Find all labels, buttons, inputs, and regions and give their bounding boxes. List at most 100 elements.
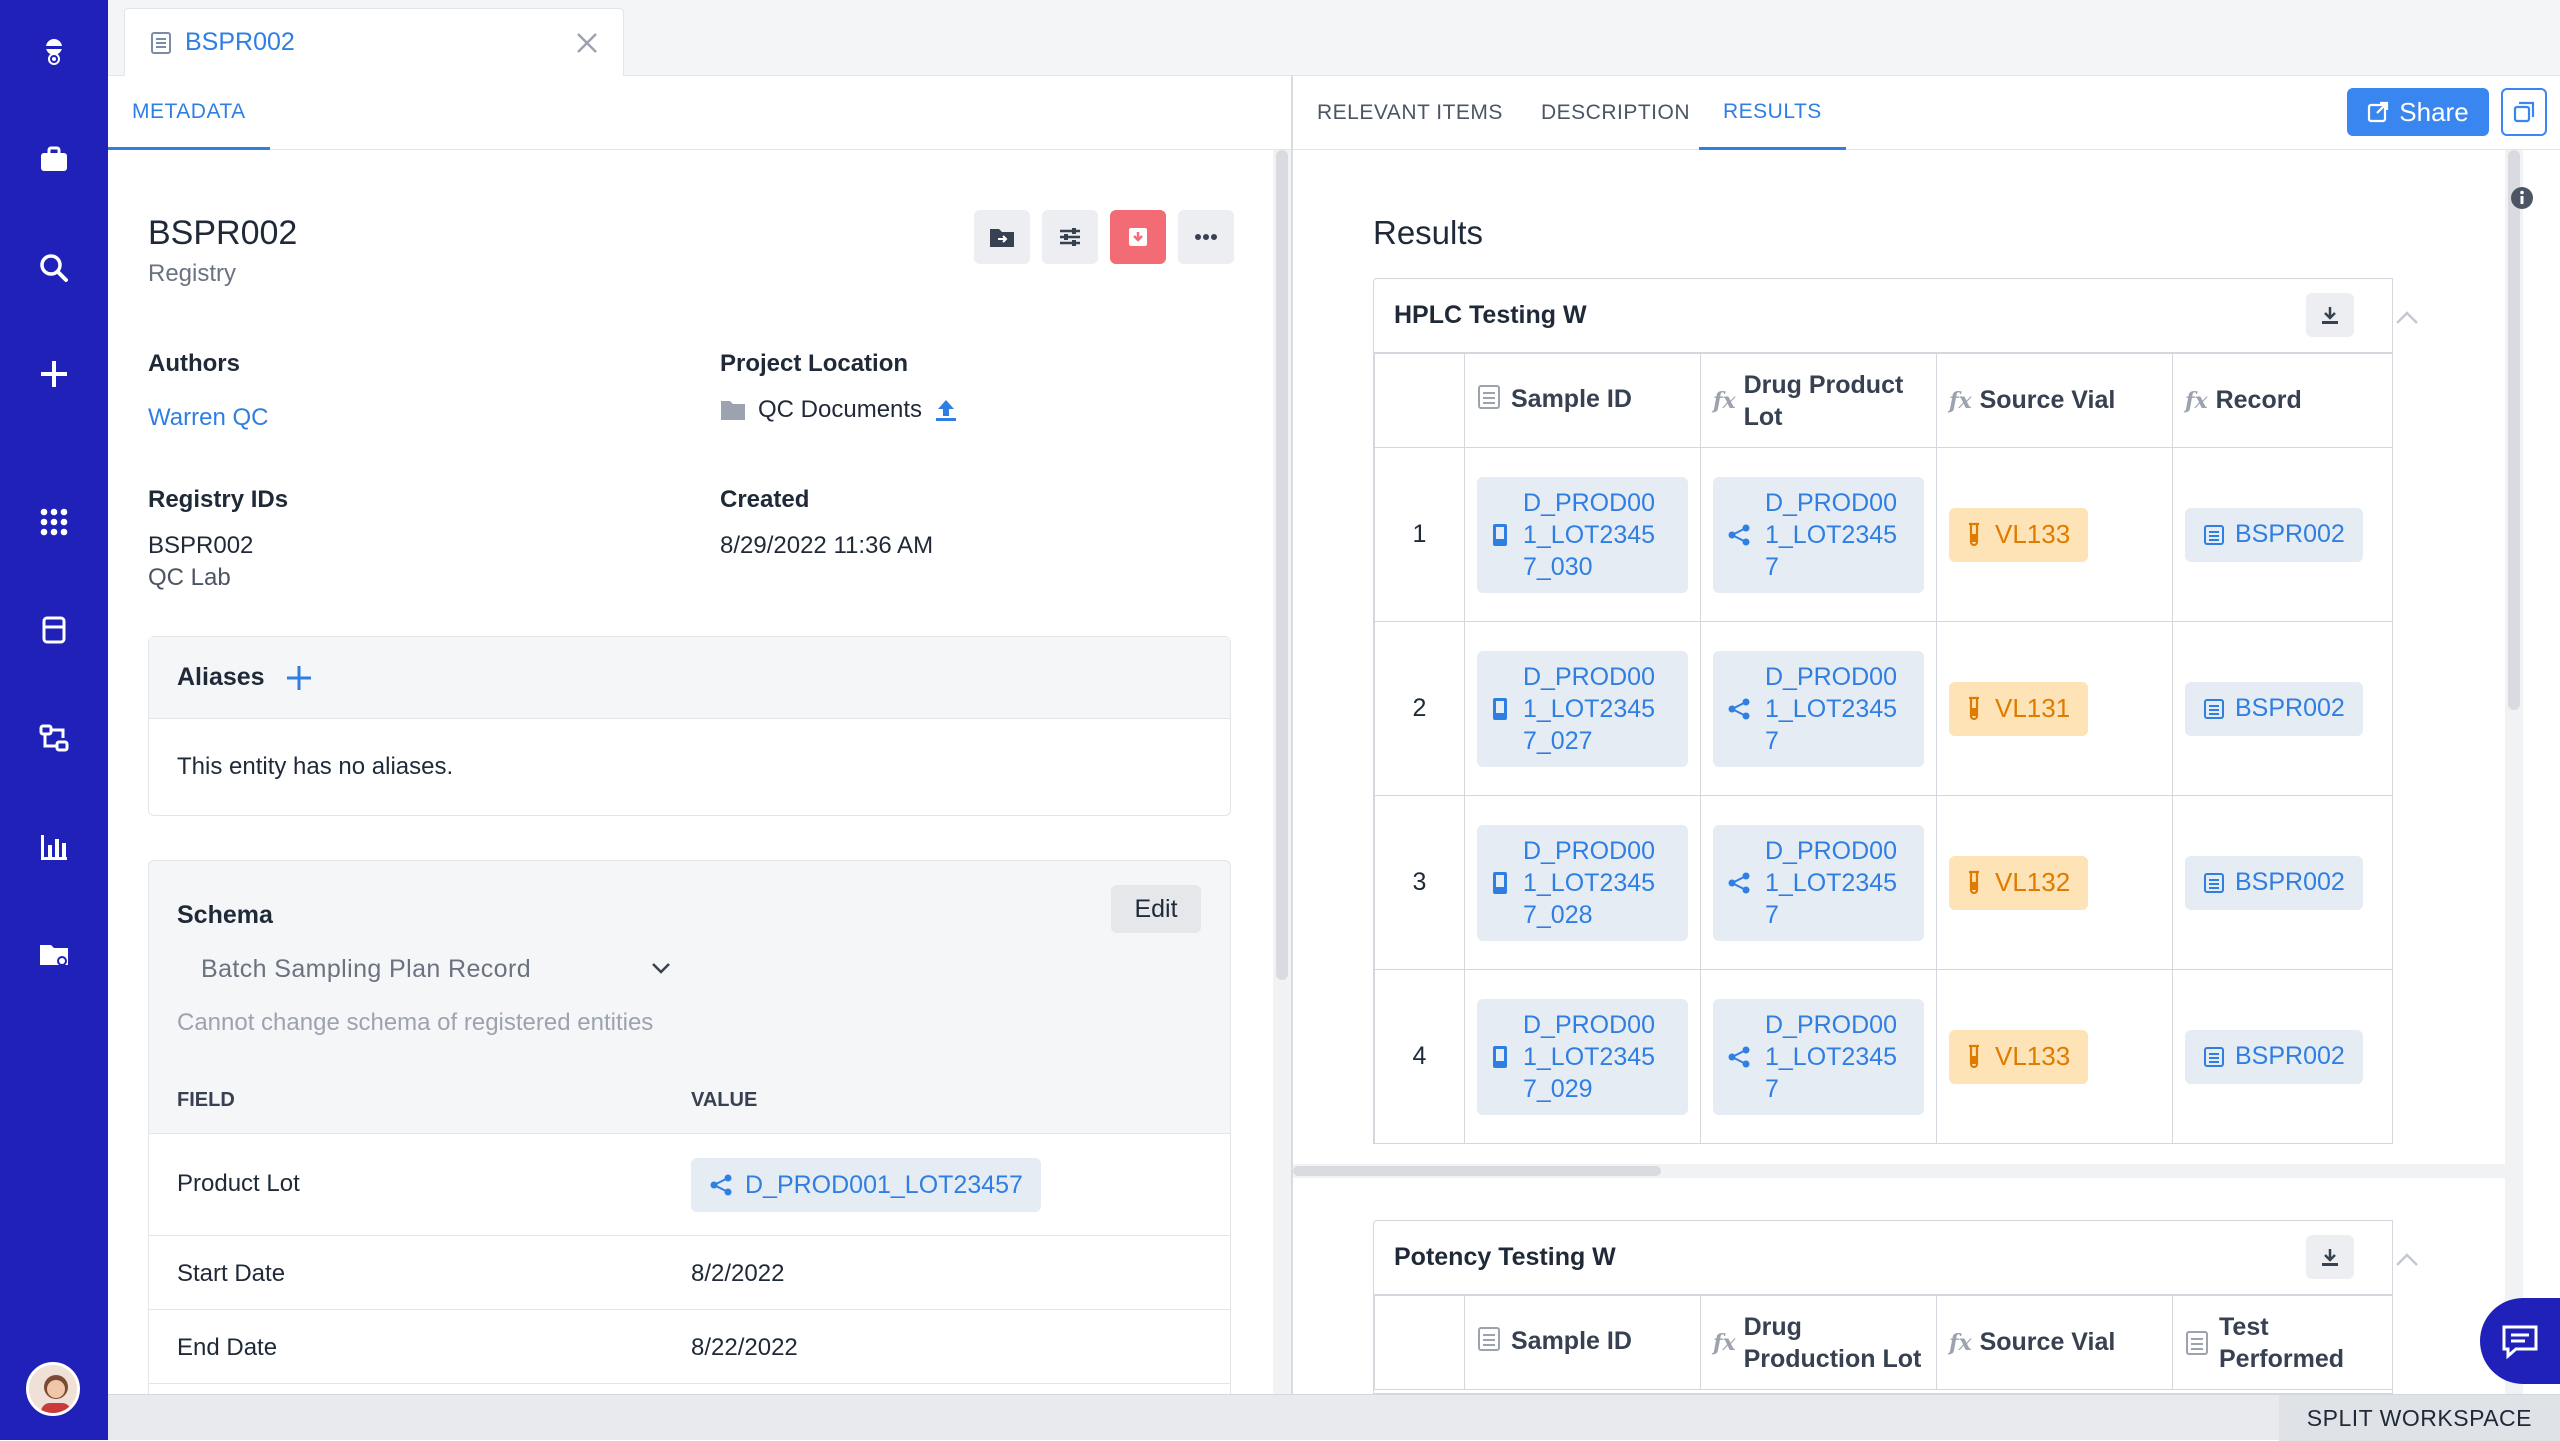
drug-product-lot-chip[interactable]: D_PROD001_LOT23457 <box>1713 650 1924 767</box>
tab-metadata[interactable]: METADATA <box>108 76 270 150</box>
value-column-header: VALUE <box>691 1089 758 1111</box>
lineage-icon <box>1728 1046 1750 1067</box>
schema-select[interactable]: Batch Sampling Plan Record <box>177 939 687 999</box>
split-workspace-button[interactable]: SPLIT WORKSPACE <box>2278 1395 2560 1441</box>
table-row: 3 D_PROD001_LOT23457_028 D_PROD001_LOT2345… <box>1374 795 2392 970</box>
record-chip[interactable]: BSPR002 <box>2185 507 2363 562</box>
tab-results[interactable]: RESULTS <box>1699 76 1846 150</box>
benchling-logo-icon[interactable] <box>34 32 74 72</box>
aliases-box: Aliases This entity has no aliases. <box>148 636 1231 816</box>
entity-tab[interactable]: BSPR002 <box>124 8 624 76</box>
aliases-label: Aliases <box>177 663 265 691</box>
column-header-label: Record <box>2215 386 2302 414</box>
record-value: BSPR002 <box>2235 520 2345 548</box>
source-vial-value: VL133 <box>1995 519 2071 549</box>
left-subtabs: METADATA <box>108 76 1291 150</box>
drug-product-lot-value: D_PROD001_LOT23457 <box>1765 662 1898 755</box>
add-alias-plus-icon[interactable] <box>285 664 313 692</box>
plus-icon[interactable] <box>34 354 74 394</box>
source-vial-chip[interactable]: VL133 <box>1949 507 2089 562</box>
user-avatar[interactable] <box>26 1362 80 1416</box>
source-vial-cell: VL132 <box>1936 795 2173 970</box>
horizontal-scrollbar[interactable] <box>1293 1164 2505 1178</box>
column-header-label: Test Performed <box>2219 1312 2345 1373</box>
notebook-icon[interactable] <box>34 610 74 650</box>
sample-id-chip[interactable]: D_PROD001_LOT23457_028 <box>1477 824 1688 941</box>
product-lot-chip[interactable]: D_PROD001_LOT23457 <box>691 1158 1041 1212</box>
schema-row: Product Lot D_PROD001_LOT23457 <box>149 1133 1230 1235</box>
source-vial-chip[interactable]: VL133 <box>1949 1029 2089 1084</box>
column-header[interactable]: Sample ID <box>1464 353 1701 448</box>
project-location-value: QC Documents <box>758 396 923 423</box>
project-location[interactable]: QC Documents <box>720 396 958 424</box>
lineage-icon <box>1728 524 1750 545</box>
right-scrollbar[interactable] <box>2505 150 2523 1394</box>
created-value: 8/29/2022 11:36 AM <box>720 532 934 559</box>
download-button[interactable] <box>2306 293 2354 337</box>
more-options-button[interactable] <box>1178 210 1234 264</box>
move-to-folder-button[interactable] <box>974 210 1030 264</box>
close-icon[interactable] <box>575 31 599 55</box>
workflow-icon[interactable] <box>34 718 74 758</box>
schema-row: End Date 8/22/2022 <box>149 1309 1230 1383</box>
column-header-label: Source Vial <box>1979 1328 2116 1356</box>
sample-id-chip[interactable]: D_PROD001_LOT23457_030 <box>1477 476 1688 593</box>
apps-grid-icon[interactable] <box>34 502 74 542</box>
column-header[interactable]: Test Performed <box>2172 1295 2392 1390</box>
schema-select-value: Batch Sampling Plan Record <box>201 954 532 983</box>
column-header[interactable]: Sample ID <box>1464 1295 1701 1390</box>
insights-chart-icon[interactable] <box>34 826 74 866</box>
column-header[interactable]: fx Record <box>2172 353 2392 448</box>
record-cell: BSPR002 <box>2172 969 2392 1143</box>
tab-description[interactable]: DESCRIPTION <box>1541 101 1691 124</box>
chat-icon <box>2502 1325 2538 1360</box>
record-chip[interactable]: BSPR002 <box>2185 681 2363 736</box>
folder-icon <box>721 401 745 420</box>
collapse-chevron-up-icon[interactable] <box>2393 308 2421 328</box>
column-header[interactable]: fx Source Vial <box>1936 353 2173 448</box>
drug-product-lot-chip[interactable]: D_PROD001_LOT23457 <box>1713 998 1924 1115</box>
schema-edit-button[interactable]: Edit <box>1111 885 1201 933</box>
potency-title: Potency Testing W <box>1394 1243 1616 1271</box>
table-row: 4 D_PROD001_LOT23457_029 D_PROD001_LOT2345… <box>1374 969 2392 1143</box>
record-chip[interactable]: BSPR002 <box>2185 1029 2363 1084</box>
archive-button[interactable] <box>1110 210 1166 264</box>
collapse-chevron-up-icon[interactable] <box>2393 1250 2421 1270</box>
registry-lab-value: QC Lab <box>148 564 231 591</box>
external-link-icon <box>2368 101 2389 123</box>
upload-icon[interactable] <box>934 397 958 423</box>
briefcase-icon[interactable] <box>34 140 74 180</box>
source-vial-chip[interactable]: VL131 <box>1949 681 2089 736</box>
info-icon[interactable] <box>2510 186 2534 210</box>
drug-product-lot-chip[interactable]: D_PROD001_LOT23457 <box>1713 824 1924 941</box>
bottom-bar: SPLIT WORKSPACE <box>108 1394 2560 1441</box>
chat-button[interactable] <box>2480 1298 2560 1384</box>
aliases-header: Aliases <box>149 637 1230 719</box>
formula-icon: fx <box>1713 387 1736 414</box>
sample-id-chip[interactable]: D_PROD001_LOT23457_027 <box>1477 650 1688 767</box>
download-button[interactable] <box>2306 1235 2354 1279</box>
authors-value[interactable]: Warren QC <box>148 404 269 431</box>
record-chip[interactable]: BSPR002 <box>2185 855 2363 910</box>
adjust-button[interactable] <box>1042 210 1098 264</box>
duplicate-window-button[interactable] <box>2501 88 2547 136</box>
record-icon <box>2204 698 2224 719</box>
column-header[interactable]: fx Drug Production Lot <box>1700 1295 1937 1390</box>
download-icon <box>2322 1249 2338 1266</box>
sample-id-chip[interactable]: D_PROD001_LOT23457_029 <box>1477 998 1688 1115</box>
tab-relevant-items[interactable]: RELEVANT ITEMS <box>1317 101 1503 124</box>
column-header[interactable]: fx Source Vial <box>1936 1295 2173 1390</box>
share-button[interactable]: Share <box>2347 88 2489 136</box>
column-header-label: Drug Production Lot <box>1743 1312 1922 1373</box>
drug-product-lot-chip[interactable]: D_PROD001_LOT23457 <box>1713 476 1924 593</box>
field-value: D_PROD001_LOT23457 <box>745 1170 1023 1199</box>
right-subtabs: RELEVANT ITEMS DESCRIPTION RESULTS Share <box>1293 76 2560 150</box>
sample-tube-icon <box>1493 697 1507 720</box>
column-header[interactable]: fx Drug Product Lot <box>1700 353 1937 448</box>
entity-column-icon <box>1478 385 1500 409</box>
source-vial-value: VL131 <box>1995 693 2071 723</box>
folder-settings-icon[interactable] <box>34 934 74 974</box>
source-vial-chip[interactable]: VL132 <box>1949 855 2089 910</box>
search-icon[interactable] <box>34 248 74 288</box>
left-scrollbar[interactable] <box>1273 150 1291 1394</box>
